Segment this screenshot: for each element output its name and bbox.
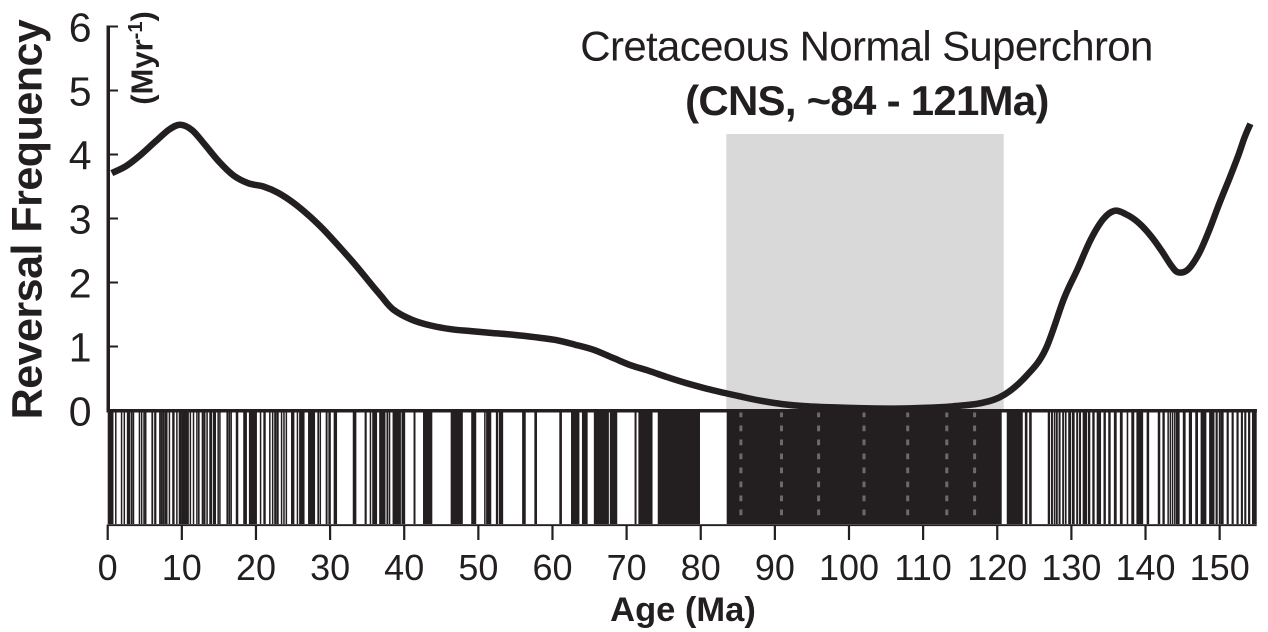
svg-text:80: 80 <box>681 547 721 588</box>
svg-text:70: 70 <box>607 547 647 588</box>
svg-text:150: 150 <box>1190 547 1250 588</box>
svg-text:0: 0 <box>69 389 92 435</box>
svg-text:40: 40 <box>384 547 424 588</box>
svg-text:1: 1 <box>69 325 92 371</box>
svg-text:140: 140 <box>1115 547 1175 588</box>
svg-text:3: 3 <box>69 197 92 243</box>
svg-text:50: 50 <box>458 547 498 588</box>
svg-text:(CNS, ~84 - 121Ma): (CNS, ~84 - 121Ma) <box>685 77 1048 124</box>
svg-text:130: 130 <box>1041 547 1101 588</box>
svg-text:6: 6 <box>69 5 92 51</box>
svg-text:10: 10 <box>162 547 202 588</box>
svg-text:0: 0 <box>98 547 118 588</box>
svg-text:60: 60 <box>532 547 572 588</box>
svg-text:100: 100 <box>819 547 879 588</box>
svg-text:110: 110 <box>894 547 951 588</box>
svg-text:5: 5 <box>69 69 92 115</box>
svg-text:4: 4 <box>69 133 92 179</box>
svg-text:90: 90 <box>755 547 795 588</box>
svg-text:120: 120 <box>967 547 1027 588</box>
svg-text:30: 30 <box>310 547 350 588</box>
svg-text:Reversal Frequency: Reversal Frequency <box>3 19 51 419</box>
svg-text:Cretaceous Normal Superchron: Cretaceous Normal Superchron <box>580 22 1152 69</box>
svg-text:20: 20 <box>236 547 276 588</box>
svg-text:2: 2 <box>69 261 92 307</box>
svg-text:Age (Ma): Age (Ma) <box>610 591 756 629</box>
